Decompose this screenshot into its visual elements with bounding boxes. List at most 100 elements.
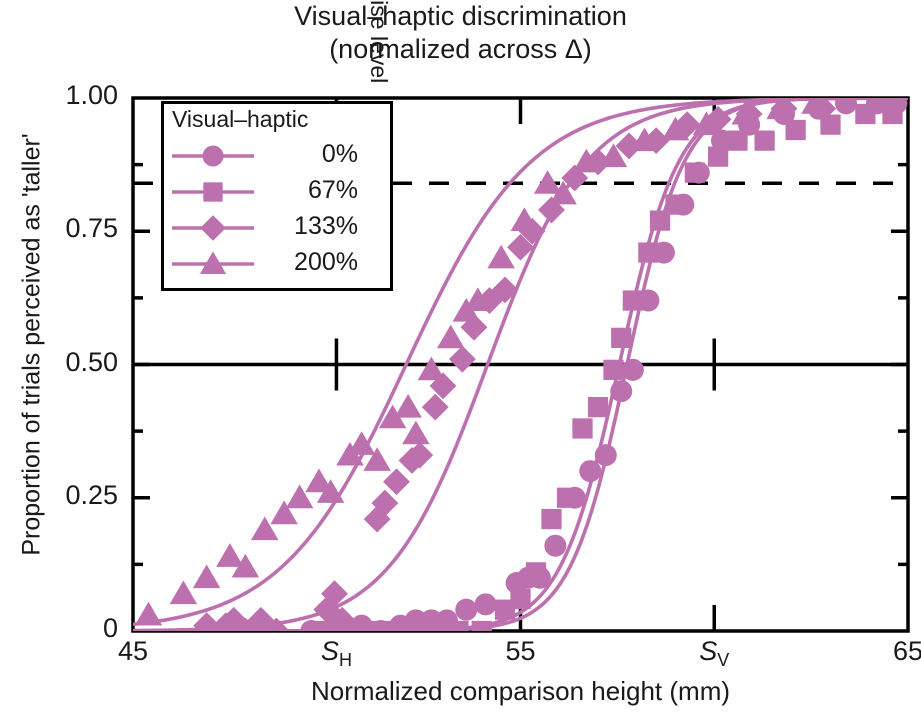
data-point: [665, 194, 686, 215]
data-point: [621, 358, 644, 381]
data-point: [285, 484, 314, 509]
x-tick-label: SH: [320, 636, 352, 670]
legend-item-0%[interactable]: 0%: [170, 140, 362, 173]
data-point: [231, 617, 259, 631]
data-point: [835, 98, 857, 115]
series-133%: [193, 98, 837, 631]
data-point: [394, 393, 422, 418]
legend-title: Visual–haptic: [172, 106, 309, 132]
x-tick-label: 65: [892, 636, 921, 666]
data-point: [464, 287, 492, 311]
data-point: [192, 564, 221, 589]
y-tick-label: 0: [102, 613, 118, 643]
y-tick-label: 0.50: [65, 346, 118, 377]
chart-title: Visual–haptic discrimination (normalized…: [0, 0, 921, 66]
data-point: [417, 356, 446, 381]
x-tick-label: SV: [699, 636, 730, 670]
data-point: [437, 324, 465, 349]
data-point: [363, 505, 391, 533]
data-point: [402, 420, 430, 445]
legend-label: 67%: [307, 176, 358, 204]
data-point: [321, 580, 348, 608]
data-point: [599, 143, 628, 168]
data-point: [708, 146, 729, 167]
data-point: [421, 393, 449, 421]
y-tick-label: 0.75: [65, 213, 118, 244]
legend-label: 0%: [321, 140, 358, 168]
legend-symbol-circle: [202, 145, 224, 167]
data-point: [270, 500, 298, 525]
data-point: [603, 359, 624, 380]
data-point: [305, 468, 333, 493]
chart-title-line1: Visual–haptic discrimination: [294, 1, 627, 31]
legend-symbol-square: [203, 182, 223, 202]
data-point: [476, 287, 503, 314]
chart-subtitle: (normalized across Δ): [329, 34, 592, 64]
data-point: [247, 606, 275, 631]
data-point: [549, 180, 577, 205]
data-point: [487, 244, 515, 269]
data-point: [231, 553, 260, 578]
y-tick-label: 0.25: [65, 479, 118, 510]
legend-marker-diamond: [172, 215, 254, 241]
data-point: [820, 114, 841, 135]
data-point: [216, 543, 244, 567]
data-point: [401, 620, 423, 631]
data-point: [801, 98, 829, 114]
data-point: [378, 404, 407, 429]
data-point: [533, 170, 562, 194]
legend-marker-triangle: [172, 251, 254, 274]
data-point: [611, 327, 632, 348]
data-point: [692, 111, 721, 136]
data-point: [572, 418, 593, 439]
data-point: [684, 162, 705, 183]
y-tick-label: 1.00: [65, 80, 118, 110]
series-200%: [134, 98, 829, 626]
data-point: [328, 606, 356, 631]
data-point: [507, 233, 534, 261]
data-point: [594, 444, 617, 467]
legend-label: 133%: [294, 212, 358, 240]
data-point: [406, 441, 434, 469]
data-point: [630, 127, 659, 152]
x-axis-label: Normalized comparison height (mm): [310, 676, 731, 706]
data-point: [587, 397, 609, 418]
data-point: [262, 617, 290, 631]
data-point: [491, 276, 519, 304]
legend-symbol-diamond: [200, 215, 226, 241]
data-point: [316, 479, 345, 503]
legend-symbol-triangle: [199, 251, 227, 274]
data-point: [572, 148, 601, 173]
legend-label: 200%: [294, 248, 358, 276]
legend-item-133%[interactable]: 133%: [170, 212, 362, 245]
data-point: [371, 489, 399, 517]
data-point: [610, 380, 633, 403]
y-axis-tick-labels: 1.00 0.75 0.50 0.25 0: [0, 0, 118, 726]
data-point: [313, 596, 341, 624]
data-point: [382, 620, 403, 631]
x-tick-label: 55: [505, 636, 536, 666]
legend-side-label: Noise level: [366, 0, 392, 84]
data-point: [455, 598, 478, 621]
data-point: [383, 468, 410, 496]
data-point: [134, 601, 163, 626]
data-point: [882, 103, 903, 125]
data-point: [363, 620, 384, 631]
legend-item-67%[interactable]: 67%: [170, 176, 362, 209]
data-point: [615, 132, 643, 160]
data-point: [474, 593, 497, 616]
data-point: [312, 620, 333, 631]
data-point: [649, 210, 671, 231]
data-point: [448, 620, 469, 631]
data-point: [622, 290, 643, 311]
data-point: [251, 516, 279, 541]
data-point: [363, 447, 391, 471]
data-point: [661, 116, 690, 141]
data-point: [579, 460, 602, 483]
data-point: [471, 620, 492, 631]
legend-item-200%[interactable]: 200%: [170, 248, 362, 281]
data-point: [510, 588, 531, 610]
data-point: [638, 242, 659, 263]
